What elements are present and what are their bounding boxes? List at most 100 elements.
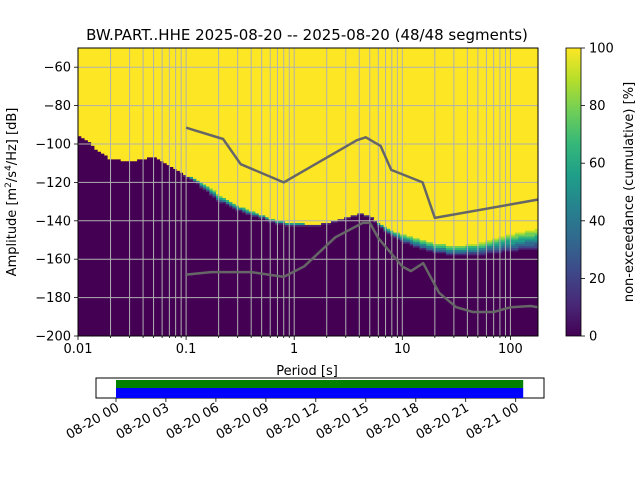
density-cell: [511, 243, 516, 246]
density-cell: [511, 241, 516, 245]
density-cell: [288, 220, 292, 223]
density-cell: [301, 224, 306, 227]
density-cell: [416, 243, 421, 246]
density-cell: [442, 241, 447, 245]
density-cell: [314, 224, 319, 227]
density-cell: [469, 251, 473, 254]
density-cell: [501, 240, 506, 243]
density-cell: [501, 249, 506, 252]
density-cell: [396, 234, 401, 237]
density-cell: [459, 251, 463, 254]
density-cell: [278, 220, 283, 223]
y-label-part-2: /s: [5, 171, 20, 182]
density-cell: [505, 241, 509, 245]
density-cell: [482, 253, 486, 256]
density-cell: [495, 241, 499, 245]
plot-frame: [77, 47, 539, 337]
density-cell: [370, 217, 375, 220]
density-cell: [189, 176, 194, 179]
density-cell: [515, 236, 519, 239]
density-cell: [442, 243, 447, 246]
density-cell: [209, 188, 214, 191]
density-cell: [265, 217, 269, 220]
density-cell: [521, 238, 526, 241]
density-cell: [327, 222, 332, 225]
density-cell: [199, 182, 204, 185]
density-cell: [403, 238, 407, 241]
density-cell: [482, 241, 486, 245]
density-cell: [308, 224, 312, 227]
density-cell: [199, 180, 204, 183]
density-cell: [202, 188, 207, 191]
density-cell: [239, 207, 243, 210]
density-cell: [416, 240, 421, 243]
density-cell: [449, 243, 453, 246]
density-cell: [393, 236, 398, 239]
y-tick-label: −60: [44, 61, 71, 76]
density-cell: [488, 251, 493, 254]
timeline-tick-label: 08-20 18: [364, 400, 422, 442]
plot-area: [78, 48, 538, 336]
density-cell: [518, 245, 522, 248]
density-cell: [216, 192, 220, 195]
timeline-tick-label: 08-20 06: [164, 400, 222, 442]
density-cell: [498, 243, 503, 246]
density-cell: [531, 241, 536, 245]
density-cell: [528, 232, 532, 235]
density-floor-region: [78, 136, 538, 336]
x-tick-label: 1: [290, 342, 298, 357]
density-cell: [472, 251, 476, 254]
density-cell: [534, 245, 538, 248]
density-cell: [528, 230, 532, 233]
density-cell: [531, 240, 536, 243]
density-cell: [449, 251, 453, 254]
density-cell: [196, 180, 200, 183]
density-cell: [515, 245, 519, 248]
density-cell: [511, 245, 516, 248]
density-cell: [534, 232, 538, 235]
density-cell: [347, 217, 352, 220]
y-tick-label: −80: [44, 99, 71, 114]
density-cell: [183, 174, 187, 177]
density-cell: [370, 215, 375, 218]
density-cell: [189, 174, 194, 177]
density-cell: [534, 228, 538, 231]
density-cell: [528, 228, 532, 231]
density-cell: [288, 224, 292, 227]
density-cell: [176, 169, 181, 172]
density-cell: [521, 232, 526, 235]
density-cell: [534, 236, 538, 239]
density-cell: [229, 199, 233, 202]
density-cell: [528, 243, 532, 246]
density-cell: [222, 199, 227, 202]
density-cell: [495, 251, 499, 254]
density-cell: [459, 249, 463, 252]
density-cell: [528, 247, 532, 250]
density-cell: [426, 245, 430, 248]
density-cell: [367, 215, 371, 218]
density-cell: [291, 220, 296, 223]
density-cell: [505, 247, 509, 250]
density-cell: [505, 238, 509, 241]
density-cell: [419, 247, 424, 250]
density-cell: [478, 253, 483, 256]
density-cell: [462, 243, 467, 246]
density-cell: [531, 245, 536, 248]
density-cell: [446, 247, 450, 250]
density-cell: [271, 218, 276, 222]
density-cell: [380, 222, 384, 225]
density-cell: [252, 209, 256, 212]
density-cell: [524, 241, 529, 245]
density-cell: [196, 178, 200, 181]
density-cell: [212, 193, 217, 197]
density-cell: [423, 247, 427, 250]
density-cell: [209, 190, 214, 193]
density-cell: [262, 213, 266, 216]
density-cell: [521, 243, 526, 246]
data-coverage-bar: [116, 380, 524, 388]
density-cell: [485, 241, 490, 245]
density-cell: [485, 243, 490, 246]
density-cell: [518, 247, 522, 250]
density-cell: [275, 220, 279, 223]
